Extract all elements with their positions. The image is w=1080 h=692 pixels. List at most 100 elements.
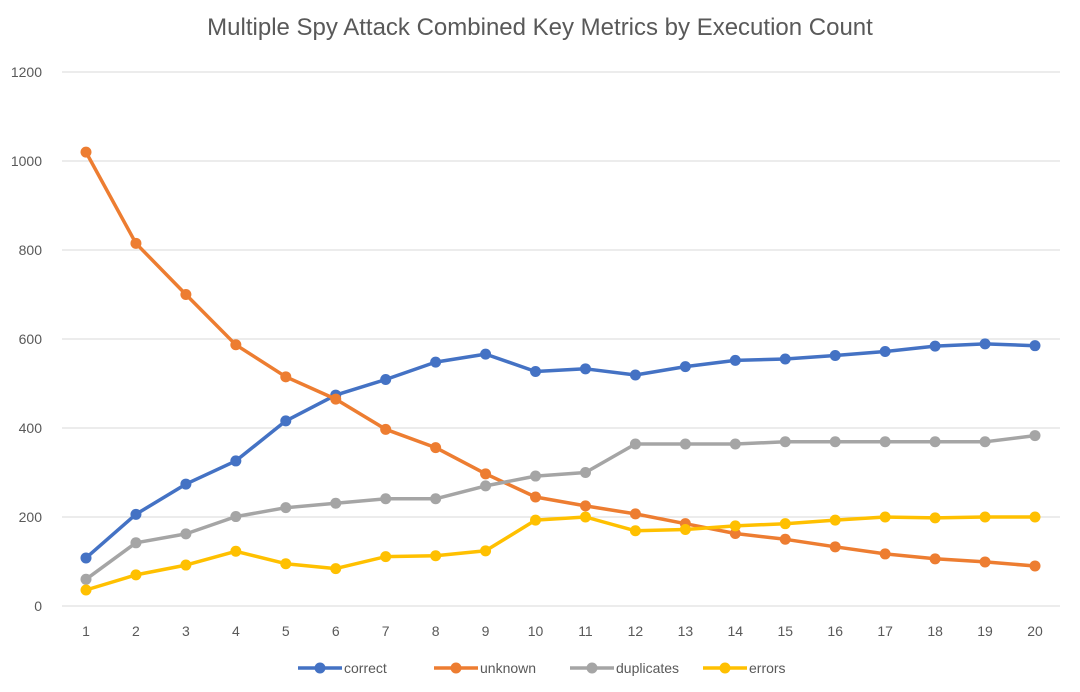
legend-marker-duplicates	[586, 662, 598, 674]
y-tick-label: 1200	[11, 64, 42, 80]
data-point-unknown	[280, 371, 292, 383]
y-tick-label: 400	[19, 420, 43, 436]
data-point-correct	[829, 349, 841, 361]
y-tick-label: 1000	[11, 153, 42, 169]
data-point-unknown	[130, 237, 142, 249]
data-point-correct	[280, 415, 292, 427]
data-point-unknown	[929, 553, 941, 565]
x-tick-label: 14	[728, 623, 744, 639]
data-point-errors	[779, 518, 791, 530]
data-point-unknown	[380, 423, 392, 435]
data-point-errors	[1029, 511, 1041, 523]
legend-label-correct: correct	[344, 660, 387, 676]
data-point-errors	[80, 584, 92, 596]
series-line-errors	[84, 515, 1037, 592]
data-point-unknown	[629, 508, 641, 520]
x-tick-label: 17	[877, 623, 893, 639]
legend-marker-errors	[719, 662, 731, 674]
data-point-unknown	[979, 556, 991, 568]
y-tick-label: 200	[19, 509, 43, 525]
series-errors	[80, 511, 1041, 596]
data-point-duplicates	[779, 436, 791, 448]
y-tick-label: 600	[19, 331, 43, 347]
data-point-duplicates	[579, 467, 591, 478]
x-tick-label: 8	[432, 623, 440, 639]
series-line-duplicates	[84, 433, 1037, 582]
data-point-errors	[879, 511, 891, 523]
data-point-errors	[629, 525, 641, 537]
data-point-duplicates	[879, 436, 891, 448]
data-point-errors	[729, 520, 741, 532]
legend-label-errors: errors	[749, 660, 786, 676]
data-point-correct	[180, 478, 192, 490]
data-point-duplicates	[130, 537, 142, 549]
legend: correct unknown duplicates errors	[298, 660, 786, 676]
data-point-duplicates	[1029, 430, 1041, 442]
data-point-correct	[929, 340, 941, 352]
data-point-unknown	[879, 548, 891, 560]
x-axis-tick-labels: 1 2 3 4 5 6 7 8 9 10 11 12 13 14 15 16 17 18 19 20	[82, 623, 1043, 639]
data-point-correct	[530, 365, 542, 377]
series-duplicates	[80, 430, 1041, 585]
data-point-correct	[380, 373, 392, 385]
data-point-duplicates	[929, 436, 941, 448]
data-point-errors	[679, 523, 691, 535]
data-point-errors	[380, 551, 392, 563]
x-tick-label: 6	[332, 623, 340, 639]
data-point-errors	[829, 514, 841, 526]
data-point-duplicates	[380, 493, 392, 505]
x-tick-label: 2	[132, 623, 140, 639]
legend-label-unknown: unknown	[480, 660, 536, 676]
data-point-correct	[480, 348, 492, 360]
x-tick-label: 15	[777, 623, 793, 639]
data-point-unknown	[180, 289, 192, 300]
x-tick-label: 20	[1027, 623, 1043, 639]
legend-item-errors: errors	[703, 660, 786, 676]
data-point-correct	[679, 361, 691, 373]
data-point-unknown	[530, 491, 542, 503]
y-tick-label: 800	[19, 242, 43, 258]
data-point-duplicates	[979, 436, 991, 448]
x-tick-label: 7	[382, 623, 390, 639]
data-point-unknown	[330, 393, 342, 405]
data-point-errors	[480, 545, 492, 557]
data-point-errors	[330, 563, 342, 575]
x-tick-label: 10	[528, 623, 544, 639]
data-point-duplicates	[629, 438, 641, 450]
data-point-errors	[230, 545, 242, 557]
data-point-unknown	[829, 541, 841, 553]
x-tick-label: 9	[482, 623, 490, 639]
data-point-unknown	[579, 500, 591, 512]
chart-title: Multiple Spy Attack Combined Key Metrics…	[207, 14, 873, 41]
data-point-errors	[130, 569, 142, 581]
legend-item-duplicates: duplicates	[570, 660, 679, 676]
data-point-errors	[929, 512, 941, 524]
data-point-correct	[629, 369, 641, 381]
legend-marker-correct	[314, 662, 326, 674]
x-tick-label: 11	[578, 623, 593, 639]
data-point-unknown	[480, 468, 492, 480]
data-point-correct	[579, 363, 591, 375]
data-point-duplicates	[80, 573, 92, 585]
x-tick-label: 4	[232, 623, 240, 639]
data-point-duplicates	[430, 493, 442, 505]
data-point-duplicates	[829, 436, 841, 448]
data-point-duplicates	[480, 480, 492, 492]
x-tick-label: 1	[82, 623, 90, 639]
series-unknown	[80, 146, 1041, 572]
x-tick-label: 16	[827, 623, 843, 639]
data-point-errors	[180, 559, 192, 571]
data-point-unknown	[430, 442, 442, 454]
data-point-errors	[979, 511, 991, 523]
series-line-correct	[84, 342, 1037, 560]
x-tick-label: 18	[927, 623, 943, 639]
data-point-correct	[1029, 340, 1041, 352]
data-point-correct	[130, 508, 142, 520]
data-point-unknown	[729, 527, 741, 539]
data-point-errors	[430, 550, 442, 562]
series-line-unknown	[84, 150, 1037, 568]
legend-item-correct: correct	[298, 660, 387, 676]
x-tick-label: 19	[977, 623, 993, 639]
